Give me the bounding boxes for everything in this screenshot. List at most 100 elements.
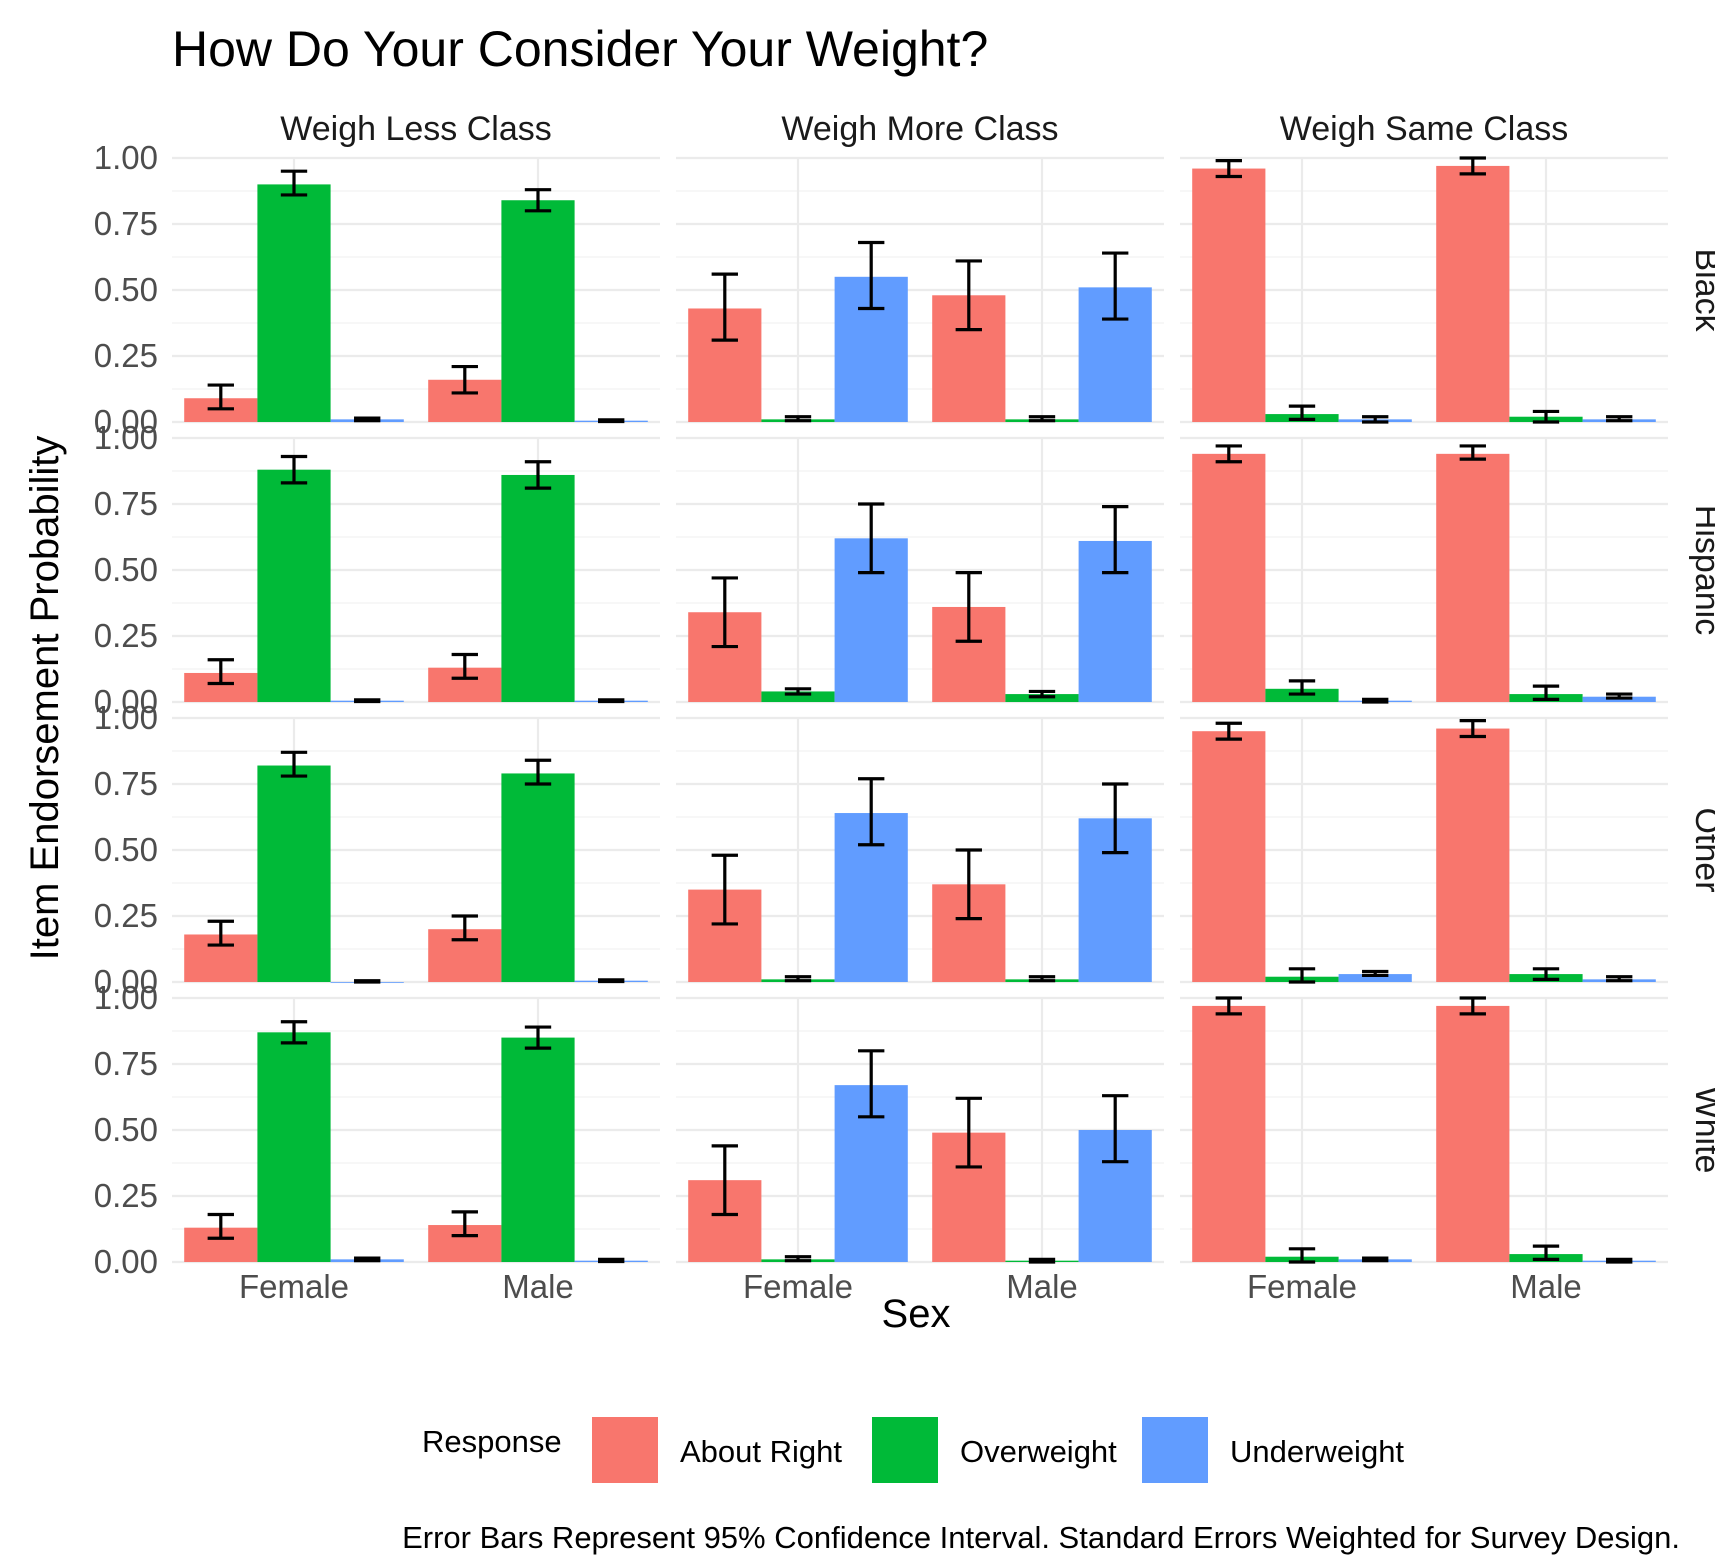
y-tick-label: 0.25 [94,897,158,934]
y-axis-title: Item Endorsement Probability [23,436,67,961]
error-bar-black-weigh-more-class-male-underweight [1102,251,1129,321]
legend-label-underweight: Underweight [1230,1434,1404,1469]
error-bar-black-weigh-more-class-female-overweight [784,415,812,423]
error-bar-white-weigh-less-class-female-about-right [207,1212,234,1240]
error-bar-hispanic-weigh-same-class-female-about-right [1215,444,1242,464]
y-tick-label: 0.00 [94,683,158,720]
legend-key-about-right [592,1417,658,1483]
y-tick-label: 0.75 [94,205,158,242]
bar-other-weigh-same-class-female-underweight [1338,974,1412,982]
error-bar-black-weigh-same-class-male-overweight [1532,409,1560,424]
bar-other-weigh-less-class-male-overweight [501,773,575,982]
error-bar-black-weigh-less-class-male-overweight [524,188,552,213]
bar-black-weigh-same-class-male-about-right [1436,165,1510,423]
error-bar-hispanic-weigh-less-class-female-overweight [280,454,308,485]
bar-black-weigh-less-class-male-overweight [501,200,575,422]
x-axis-title: Sex [882,1292,951,1336]
error-bar-hispanic-weigh-less-class-male-about-right [451,652,478,680]
strip-label-hispanic: Hispanic [1688,505,1715,635]
bar-other-weigh-same-class-female-about-right [1192,731,1266,982]
chart-caption: Error Bars Represent 95% Confidence Inte… [402,1520,1680,1555]
error-bar-black-weigh-more-class-female-about-right [711,272,738,342]
error-bar-other-weigh-same-class-female-about-right [1215,721,1242,741]
y-tick-label: 1.00 [94,699,158,736]
panel-hispanic-weigh-same-class [1180,436,1668,704]
legend-label-about-right: About Right [680,1434,842,1469]
panel-hispanic-weigh-more-class [676,436,1164,704]
bar-hispanic-weigh-less-class-female-overweight [257,469,331,702]
error-bar-white-weigh-more-class-male-underweight [1102,1094,1129,1164]
error-bar-hispanic-weigh-less-class-female-about-right [207,658,234,686]
error-bar-hispanic-weigh-less-class-male-underweight [598,698,625,704]
y-tick-label: 0.75 [94,485,158,522]
panel-white-weigh-less-class [172,996,660,1264]
legend-key-underweight [1142,1417,1208,1483]
error-bar-other-weigh-more-class-female-about-right [711,853,738,926]
error-bar-white-weigh-same-class-male-overweight [1532,1244,1560,1261]
strip-label-weigh-less-class: Weigh Less Class [280,110,552,148]
bar-other-weigh-same-class-male-about-right [1436,728,1510,982]
x-tick-label-male: Male [1006,1268,1078,1305]
panel-black-weigh-more-class [676,156,1164,424]
error-bar-white-weigh-more-class-female-about-right [711,1144,738,1217]
error-bar-white-weigh-same-class-male-about-right [1459,996,1486,1016]
legend: Response About Right Overweight Underweigh… [422,1417,1404,1483]
strip-label-white: White [1688,1087,1715,1174]
error-bar-white-weigh-less-class-female-underweight [354,1256,381,1263]
error-bar-hispanic-weigh-less-class-female-underweight [354,698,381,704]
error-bar-black-weigh-less-class-male-about-right [451,364,478,395]
y-tick-label: 0.50 [94,831,158,868]
error-bar-hispanic-weigh-more-class-female-overweight [784,687,812,696]
y-tick-label: 1.00 [94,419,158,456]
x-tick-label-female: Female [743,1268,853,1305]
bar-black-weigh-same-class-female-about-right [1192,168,1266,422]
error-bar-white-weigh-less-class-male-overweight [524,1025,552,1050]
error-bar-other-weigh-more-class-male-overweight [1028,975,1056,983]
x-tick-label-female: Female [239,1268,349,1305]
error-bar-other-weigh-less-class-male-underweight [598,978,625,984]
error-bar-other-weigh-more-class-female-overweight [784,975,812,983]
error-bar-black-weigh-same-class-male-underweight [1606,415,1633,423]
y-tick-label: 0.00 [94,963,158,1000]
y-tick-label: 0.50 [94,551,158,588]
error-bar-white-weigh-less-class-male-about-right [451,1210,478,1238]
panels-layer: Weigh Less Class Weigh More Class Weigh Sa… [94,110,1715,1305]
bar-white-weigh-same-class-male-about-right [1436,1005,1510,1262]
panel-hispanic-weigh-less-class [172,436,660,704]
error-bar-hispanic-weigh-same-class-male-overweight [1532,684,1560,701]
legend-key-overweight [872,1417,938,1483]
x-tick-label-female: Female [1247,1268,1357,1305]
y-tick-label: 0.75 [94,1045,158,1082]
legend-title: Response [422,1424,562,1459]
panel-black-weigh-same-class [1180,156,1668,424]
strip-label-other: Other [1688,807,1715,892]
error-bar-black-weigh-same-class-female-about-right [1215,159,1242,179]
error-bar-other-weigh-less-class-female-about-right [207,919,234,947]
error-bar-white-weigh-less-class-female-overweight [280,1020,308,1045]
y-tick-label: 0.00 [94,1243,158,1280]
y-tick-label: 1.00 [94,979,158,1016]
error-bar-hispanic-weigh-same-class-female-overweight [1288,679,1316,696]
error-bar-other-weigh-more-class-male-underweight [1102,782,1129,855]
error-bar-other-weigh-same-class-male-underweight [1606,975,1633,983]
error-bar-black-weigh-less-class-female-underweight [354,416,381,423]
y-tick-label: 0.00 [94,403,158,440]
error-bar-hispanic-weigh-less-class-male-overweight [524,460,552,490]
error-bar-hispanic-weigh-more-class-male-about-right [955,571,982,643]
error-bar-hispanic-weigh-more-class-male-underweight [1102,505,1129,575]
error-bar-black-weigh-more-class-female-underweight [858,240,885,311]
y-tick-label: 0.25 [94,337,158,374]
error-bar-black-weigh-less-class-female-about-right [207,383,234,411]
chart-title: How Do Your Consider Your Weight? [172,21,988,77]
bar-white-weigh-less-class-male-overweight [501,1037,575,1262]
strip-label-weigh-same-class: Weigh Same Class [1280,110,1569,148]
error-bar-black-weigh-same-class-male-about-right [1459,156,1486,176]
panel-other-weigh-more-class [676,716,1164,984]
y-tick-label: 0.25 [94,1177,158,1214]
error-bar-white-weigh-more-class-male-about-right [955,1096,982,1169]
bar-hispanic-weigh-less-class-male-overweight [501,474,575,702]
error-bar-hispanic-weigh-same-class-male-underweight [1606,692,1633,700]
error-bar-white-weigh-more-class-female-overweight [784,1255,812,1263]
error-bar-white-weigh-more-class-female-underweight [858,1049,885,1119]
